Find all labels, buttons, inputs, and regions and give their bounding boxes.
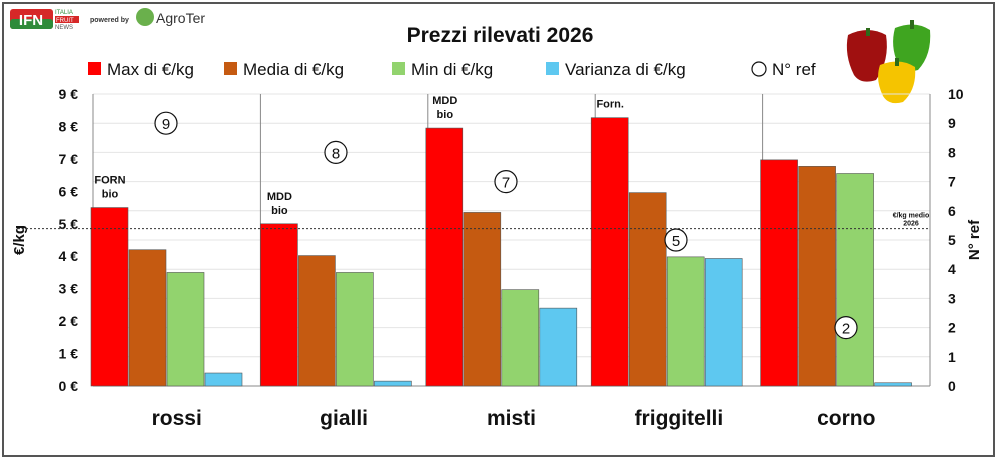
y2-axis-label: N° ref [966,219,983,260]
bar-varianza [704,258,743,387]
svg-text:IFN: IFN [19,12,43,29]
reference-line-label: €/kg medio [893,213,930,220]
y2-tick-label: 6 [948,203,956,219]
reference-line-label: 2026 [903,221,919,228]
legend-label: Max di €/kg [107,60,194,79]
n-ref-label: 5 [672,233,680,250]
powered-by-text: powered by [90,17,129,24]
y2-tick-label: 9 [948,115,956,131]
n-ref-label: 2 [842,321,850,338]
y2-tick-label: 0 [948,378,956,394]
y2-tick-label: 3 [948,290,956,306]
y-tick-label: 2 € [59,313,79,329]
ifn-logo: IFN ITALIA FRUIT NEWS [10,9,79,31]
legend-label: Min di €/kg [411,60,493,79]
x-tick-label: misti [487,407,536,430]
bar-media [463,212,502,387]
chart-title: Prezzi rilevati 2026 [407,24,594,47]
bar-max [760,159,798,387]
x-tick-label: gialli [320,407,368,430]
x-tick-label: rossi [152,407,202,430]
y-tick-label: 9 € [59,86,79,102]
bar-varianza [539,307,578,387]
n-ref-marker [834,316,858,340]
y-tick-label: 3 € [59,281,79,297]
bar-varianza [204,372,243,387]
svg-text:FRUIT: FRUIT [56,18,74,24]
n-ref-label: 8 [332,145,340,162]
bar-min [336,272,374,387]
bar-min [166,272,205,387]
y-tick-label: 5 € [59,216,79,232]
y2-tick-label: 1 [948,349,956,365]
y-tick-label: 1 € [59,346,79,362]
bar-annotation: bio [102,189,119,201]
bar-varianza [874,382,912,387]
bar-min [501,289,540,387]
svg-text:NEWS: NEWS [55,25,73,31]
legend-swatch [88,62,101,75]
bar-max [425,127,464,387]
y2-tick-label: 7 [948,174,956,190]
n-ref-marker [154,111,178,135]
legend-swatch [546,62,559,75]
bar-annotation: bio [271,205,288,217]
legend-circle-icon [751,61,767,77]
y2-tick-label: 8 [948,144,956,160]
bar-max [260,223,298,387]
legend-label: Varianza di €/kg [565,60,686,79]
legend-label: Media di €/kg [243,60,344,79]
bar-varianza [374,380,412,387]
bar-media [628,192,667,387]
bar-media [128,249,167,387]
peppers-illustration [846,20,931,104]
svg-text:AgroTer: AgroTer [156,10,205,26]
n-ref-label: 9 [162,116,170,133]
y2-tick-label: 2 [948,320,956,336]
y-tick-label: 6 € [59,183,79,199]
bar-annotation: bio [437,109,454,121]
y2-tick-label: 10 [948,86,964,102]
svg-text:ITALIA: ITALIA [55,10,73,16]
legend-swatch [224,62,237,75]
y-tick-label: 7 € [59,151,79,167]
y2-tick-label: 5 [948,232,956,248]
y-axis-label: €/kg [11,225,28,255]
bar-annotation: MDD [267,191,292,203]
y-tick-label: 0 € [59,378,79,394]
agroter-logo: AgroTer [136,8,205,26]
bar-media [798,166,836,387]
y-tick-label: 4 € [59,248,79,264]
bar-max [90,207,129,387]
y2-tick-label: 4 [948,261,956,277]
x-tick-label: friggitelli [635,407,724,430]
n-ref-marker [324,140,348,164]
bar-min [836,173,874,387]
bar-min [666,256,705,387]
bar-max [590,117,629,387]
legend-label: N° ref [772,60,816,79]
n-ref-label: 7 [502,175,510,192]
n-ref-marker [494,170,518,194]
x-tick-label: corno [817,407,875,430]
y-tick-label: 8 € [59,118,79,134]
legend-swatch [392,62,405,75]
bar-annotation: Forn. [596,99,624,111]
bar-annotation: FORN [94,175,125,187]
bar-media [298,255,336,387]
bar-annotation: MDD [432,95,457,107]
